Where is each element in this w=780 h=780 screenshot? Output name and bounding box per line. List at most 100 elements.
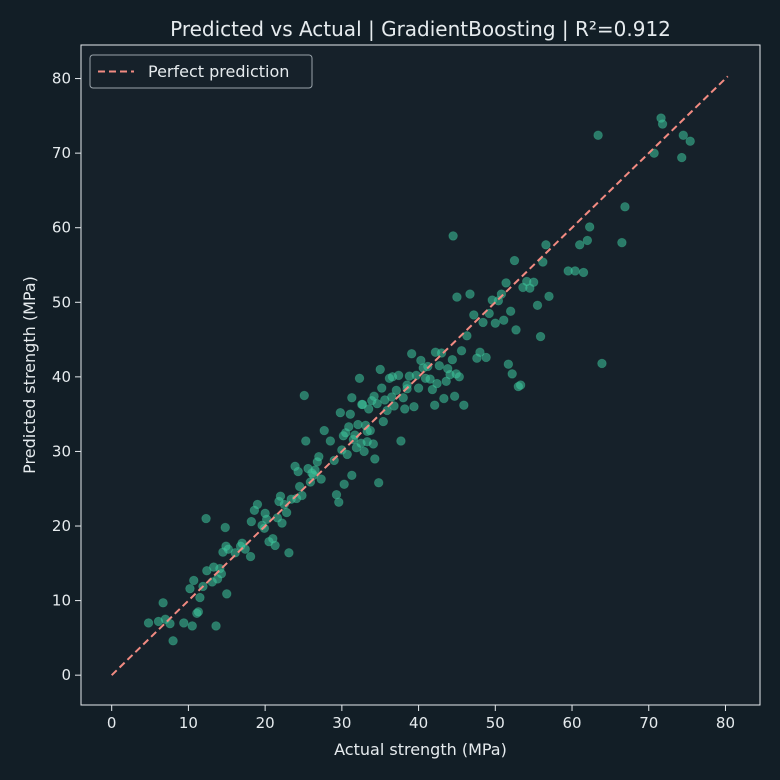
data-point bbox=[507, 369, 517, 379]
data-point bbox=[362, 426, 372, 437]
data-point bbox=[281, 507, 292, 518]
reference-line-layer bbox=[110, 75, 729, 676]
data-point bbox=[398, 393, 408, 403]
data-point bbox=[499, 315, 509, 325]
data-point bbox=[657, 119, 668, 129]
data-point bbox=[462, 331, 472, 341]
y-tick-label: 80 bbox=[52, 70, 71, 88]
data-point bbox=[143, 618, 154, 628]
x-tick-label: 30 bbox=[332, 714, 351, 732]
data-point bbox=[570, 266, 580, 276]
data-point bbox=[452, 292, 462, 302]
y-axis-label: Predicted strength (MPa) bbox=[20, 276, 39, 474]
data-point bbox=[528, 277, 539, 287]
axis-ticks: 0 10 20 30 40 50 60 70 80 0 10 20 30 40 50 60 70 80 bbox=[52, 70, 735, 732]
chart-title: Predicted vs Actual | GradientBoosting |… bbox=[170, 17, 671, 41]
data-point bbox=[299, 390, 309, 401]
data-point bbox=[406, 349, 417, 359]
data-point bbox=[575, 240, 585, 250]
data-point bbox=[413, 383, 424, 393]
data-point bbox=[400, 404, 410, 414]
data-point bbox=[430, 347, 441, 357]
data-point bbox=[582, 235, 593, 246]
legend: Perfect prediction bbox=[89, 54, 313, 89]
data-point bbox=[511, 325, 521, 335]
x-tick-label: 40 bbox=[409, 714, 428, 732]
data-point bbox=[335, 407, 346, 418]
data-point bbox=[370, 454, 380, 464]
legend-entry-perfect-prediction: Perfect prediction bbox=[148, 62, 289, 81]
data-point bbox=[441, 376, 451, 387]
x-tick-label: 70 bbox=[639, 714, 658, 732]
x-tick-label: 0 bbox=[107, 714, 117, 732]
data-point bbox=[427, 384, 438, 395]
data-point bbox=[620, 202, 630, 212]
data-point bbox=[503, 359, 514, 369]
data-point bbox=[372, 399, 382, 409]
data-point bbox=[459, 400, 469, 410]
data-point bbox=[451, 369, 461, 379]
data-point bbox=[334, 497, 344, 507]
data-point bbox=[509, 255, 520, 266]
x-tick-label: 60 bbox=[562, 714, 581, 732]
x-tick-label: 20 bbox=[256, 714, 275, 732]
data-point bbox=[316, 474, 326, 484]
data-point bbox=[429, 400, 440, 410]
data-point bbox=[617, 237, 627, 248]
data-point bbox=[223, 544, 234, 554]
data-point bbox=[685, 136, 695, 146]
data-point bbox=[538, 257, 548, 267]
data-point bbox=[187, 621, 197, 631]
x-tick-label: 80 bbox=[716, 714, 735, 732]
data-point bbox=[270, 540, 280, 551]
data-point bbox=[297, 490, 307, 501]
data-point bbox=[391, 385, 402, 395]
data-points bbox=[143, 113, 695, 646]
data-point bbox=[432, 378, 442, 389]
y-tick-label: 20 bbox=[52, 517, 71, 535]
y-tick-label: 70 bbox=[52, 144, 71, 162]
data-point bbox=[375, 364, 385, 375]
data-point bbox=[189, 575, 199, 586]
data-point bbox=[293, 466, 303, 477]
legend-box bbox=[89, 54, 313, 89]
data-point bbox=[354, 373, 365, 384]
data-point bbox=[465, 289, 475, 299]
data-point bbox=[448, 231, 458, 241]
data-point bbox=[593, 130, 603, 140]
data-point bbox=[369, 391, 379, 401]
data-point bbox=[211, 621, 221, 631]
data-point bbox=[475, 347, 485, 357]
data-point bbox=[259, 523, 270, 533]
data-point bbox=[535, 331, 546, 342]
data-point bbox=[478, 317, 488, 328]
data-point bbox=[329, 455, 339, 466]
data-point bbox=[277, 518, 287, 528]
data-point bbox=[342, 449, 352, 460]
data-point bbox=[185, 583, 195, 594]
data-point bbox=[222, 589, 232, 599]
data-point bbox=[275, 491, 286, 501]
data-point bbox=[597, 358, 607, 369]
data-point bbox=[447, 355, 458, 365]
data-point bbox=[387, 372, 398, 382]
data-point bbox=[423, 361, 433, 372]
data-point bbox=[678, 130, 688, 140]
data-point bbox=[373, 478, 384, 488]
data-point bbox=[425, 374, 435, 384]
data-point bbox=[532, 300, 543, 310]
y-tick-label: 60 bbox=[52, 219, 71, 237]
data-point bbox=[301, 436, 311, 446]
data-point bbox=[168, 636, 178, 646]
data-point bbox=[677, 152, 687, 163]
data-point bbox=[201, 513, 211, 524]
data-point bbox=[505, 306, 516, 316]
y-tick-label: 10 bbox=[52, 592, 71, 610]
data-point bbox=[246, 516, 257, 527]
plot-frame bbox=[80, 44, 761, 706]
data-point bbox=[515, 380, 526, 390]
data-point bbox=[456, 346, 467, 356]
data-point bbox=[544, 291, 554, 302]
x-tick-label: 50 bbox=[486, 714, 505, 732]
